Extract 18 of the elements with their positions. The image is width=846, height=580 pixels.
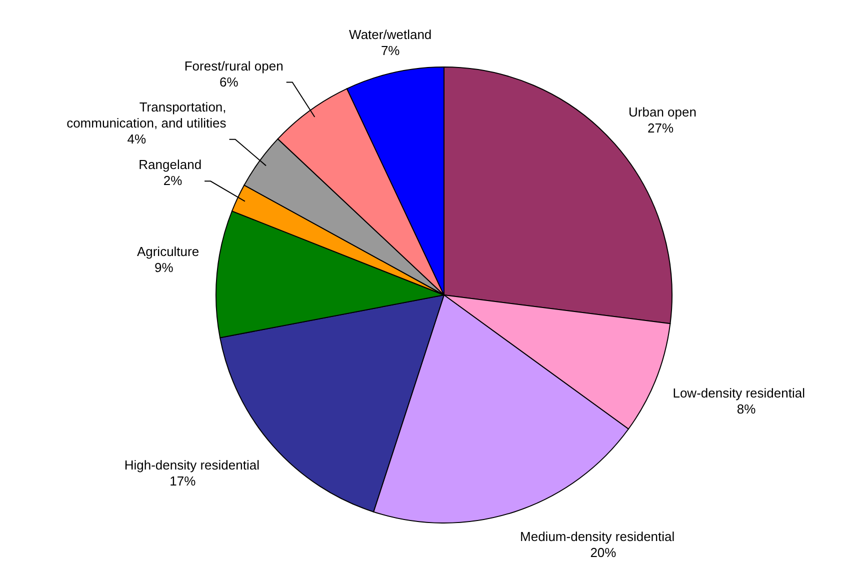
data-label: 9% bbox=[154, 260, 174, 275]
data-label: 8% bbox=[736, 402, 756, 417]
slice-label: Agriculture bbox=[136, 244, 200, 259]
slice-label: Transportation, communication, and utilities bbox=[66, 99, 227, 130]
slice-label: Urban open bbox=[628, 104, 696, 120]
data-label: 27% bbox=[648, 120, 674, 136]
data-label: 6% bbox=[220, 74, 239, 90]
data-label: 4% bbox=[127, 131, 147, 146]
slice-label: High-density residential bbox=[124, 458, 260, 473]
slice-label: Forest/rural open bbox=[184, 58, 284, 74]
data-label: 2% bbox=[163, 173, 183, 188]
data-label: 17% bbox=[170, 474, 196, 489]
slice-label: Medium-density residential bbox=[520, 528, 675, 544]
slice-label: Low-density residential bbox=[672, 386, 806, 401]
slice-label: Water/wetland bbox=[349, 26, 432, 42]
data-label: 20% bbox=[590, 544, 617, 560]
slice-label: Rangeland bbox=[138, 157, 202, 172]
data-label: 7% bbox=[380, 42, 400, 58]
